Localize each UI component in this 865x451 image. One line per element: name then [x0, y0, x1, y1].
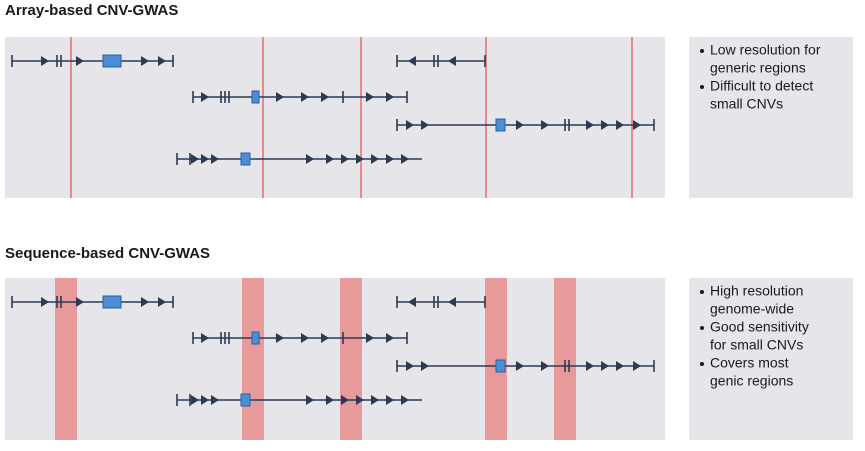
arrow: [601, 361, 609, 371]
bullet-text: Difficult to detect: [710, 78, 813, 94]
arrow: [366, 333, 374, 343]
coverage-band: [55, 278, 77, 440]
cnv-box: [251, 331, 260, 345]
arrow: [401, 154, 409, 164]
bullet-dot: [700, 85, 704, 89]
arrow: [366, 92, 374, 102]
arrow: [421, 361, 429, 371]
bullet-text: small CNVs: [710, 96, 783, 112]
arrow: [276, 333, 284, 343]
bullet-text: Good sensitivity: [710, 319, 809, 335]
arrow: [211, 395, 219, 405]
arrow: [191, 154, 199, 164]
arrow: [141, 297, 149, 307]
arrow: [616, 361, 624, 371]
arrow: [76, 297, 84, 307]
arrow: [201, 92, 209, 102]
arrow: [301, 92, 309, 102]
cnv-box: [240, 152, 251, 166]
arrow: [76, 56, 84, 66]
arrow: [326, 154, 334, 164]
arrow: [211, 154, 219, 164]
arrow: [586, 120, 594, 130]
arrow: [386, 333, 394, 343]
arrow: [321, 333, 329, 343]
cnv-box: [495, 359, 506, 373]
arrow: [41, 297, 49, 307]
arrow: [448, 56, 456, 66]
bullet-text: for small CNVs: [710, 337, 803, 353]
bullet-text: High resolution: [710, 283, 803, 299]
arrow: [616, 120, 624, 130]
cnv-box: [240, 393, 251, 407]
arrow: [386, 92, 394, 102]
arrow: [633, 361, 641, 371]
arrow: [386, 395, 394, 405]
arrow: [326, 395, 334, 405]
bullet-dot: [700, 290, 704, 294]
arrow: [341, 395, 349, 405]
arrow: [586, 361, 594, 371]
arrow: [541, 120, 549, 130]
bullet-text: generic regions: [710, 60, 806, 76]
bullet-dot: [700, 362, 704, 366]
arrow: [516, 361, 524, 371]
arrow: [408, 297, 416, 307]
arrow: [321, 92, 329, 102]
arrow: [401, 395, 409, 405]
arrow: [201, 333, 209, 343]
section-title: Array-based CNV-GWAS: [5, 2, 178, 19]
arrow: [341, 154, 349, 164]
arrow: [306, 395, 314, 405]
arrow: [408, 56, 416, 66]
bullet-dot: [700, 326, 704, 330]
arrow: [386, 154, 394, 164]
arrow: [516, 120, 524, 130]
arrow: [191, 395, 199, 405]
coverage-band: [554, 278, 576, 440]
arrow: [448, 297, 456, 307]
arrow: [201, 395, 209, 405]
note-box: [689, 278, 853, 440]
section-title: Sequence-based CNV-GWAS: [5, 245, 210, 262]
arrow: [541, 361, 549, 371]
arrow: [371, 395, 379, 405]
cnv-box: [495, 118, 506, 132]
coverage-band: [242, 278, 264, 440]
note-box: [689, 37, 853, 198]
arrow: [201, 154, 209, 164]
arrow: [158, 56, 166, 66]
bullet-text: genome-wide: [710, 301, 794, 317]
bullet-text: genic regions: [710, 373, 793, 389]
arrow: [601, 120, 609, 130]
bullet-dot: [700, 49, 704, 53]
arrow: [301, 333, 309, 343]
arrow: [633, 120, 641, 130]
arrow: [421, 120, 429, 130]
cnv-box: [102, 295, 122, 309]
coverage-band: [340, 278, 362, 440]
bullet-text: Covers most: [710, 355, 789, 371]
coverage-band: [485, 278, 507, 440]
arrow: [276, 92, 284, 102]
arrow: [406, 120, 414, 130]
cnv-box: [251, 90, 260, 104]
arrow: [158, 297, 166, 307]
arrow: [141, 56, 149, 66]
arrow: [406, 361, 414, 371]
arrow: [356, 395, 364, 405]
cnv-box: [102, 54, 122, 68]
bullet-text: Low resolution for: [710, 42, 821, 58]
arrow: [356, 154, 364, 164]
arrow: [306, 154, 314, 164]
arrow: [41, 56, 49, 66]
arrow: [371, 154, 379, 164]
